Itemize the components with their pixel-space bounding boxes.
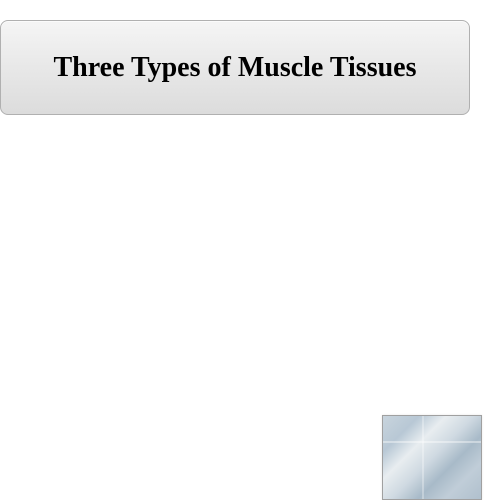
title-banner: Three Types of Muscle Tissues xyxy=(0,20,470,115)
thumbnail-image xyxy=(382,415,482,500)
slide-title: Three Types of Muscle Tissues xyxy=(53,52,416,84)
